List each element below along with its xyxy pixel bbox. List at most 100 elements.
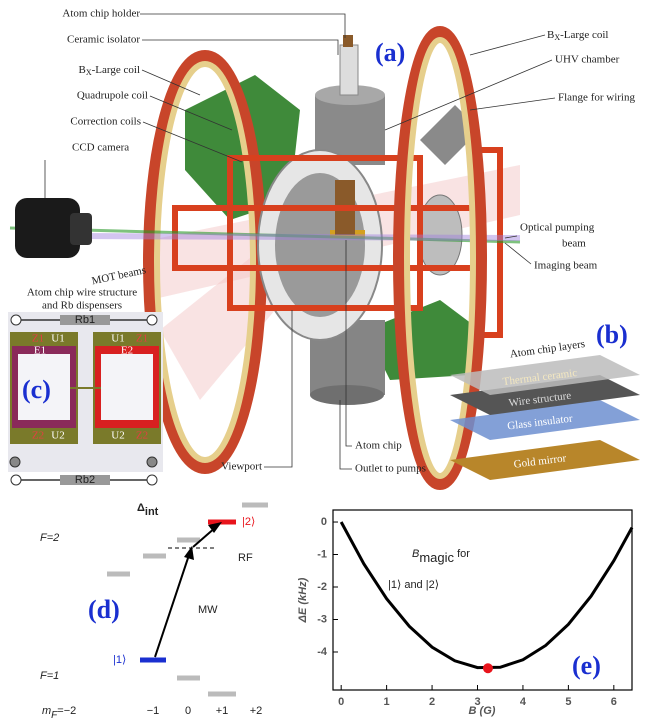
label-part: for bbox=[454, 548, 470, 560]
panel-tag: (b) bbox=[596, 320, 628, 349]
panel-title: Atom chip layers bbox=[509, 338, 586, 360]
dispenser-label: Rb1 bbox=[75, 314, 95, 326]
state-label: |1⟩ bbox=[113, 654, 126, 666]
holder-tip bbox=[343, 35, 353, 47]
chart: Bmagic for |1⟩ and |2⟩ B (G) ΔE (kHz) (e… bbox=[297, 510, 632, 717]
mf-label: mF=−2 bbox=[42, 705, 76, 721]
panel-tag: (d) bbox=[88, 595, 120, 624]
leader bbox=[142, 40, 338, 55]
label: Viewport bbox=[221, 461, 262, 473]
label: beam bbox=[562, 238, 586, 250]
x-tick-label: 5 bbox=[565, 696, 571, 708]
label: Ceramic isolator bbox=[67, 34, 140, 46]
label-part: m bbox=[42, 705, 51, 717]
y-tick-label: 0 bbox=[321, 516, 327, 528]
label-part: B bbox=[547, 29, 554, 41]
x-tick-label: 4 bbox=[520, 696, 527, 708]
mf-label: 0 bbox=[185, 705, 191, 717]
wire-label: E1 bbox=[34, 345, 46, 357]
mf-label: +1 bbox=[216, 705, 229, 717]
y-tick-label: -2 bbox=[317, 581, 327, 593]
pad-hole bbox=[101, 354, 153, 420]
chart-subtitle: |1⟩ and |2⟩ bbox=[388, 579, 439, 591]
wire-label: Z2 bbox=[136, 430, 148, 442]
dispenser-label: Rb2 bbox=[75, 474, 95, 486]
wire-label: U2 bbox=[111, 430, 124, 442]
y-tick-label: -4 bbox=[317, 646, 328, 658]
label: Atom chip bbox=[355, 440, 402, 452]
x-axis-label: B (G) bbox=[469, 705, 496, 717]
y-axis-label: ΔE (kHz) bbox=[297, 577, 309, 623]
terminal bbox=[147, 457, 157, 467]
label-part: Δ bbox=[137, 502, 145, 514]
label: Outlet to pumps bbox=[355, 463, 426, 475]
wire-label: U2 bbox=[51, 430, 64, 442]
chart-title: Bmagic for bbox=[412, 548, 470, 566]
label-part: -Large coil bbox=[92, 64, 140, 76]
panel-tag: (a) bbox=[375, 38, 405, 67]
label-part: -Large coil bbox=[560, 29, 608, 41]
label-part: B bbox=[79, 64, 86, 76]
transition-label: MW bbox=[198, 604, 218, 616]
mf-label: −1 bbox=[147, 705, 160, 717]
panel-title: and Rb dispensers bbox=[42, 300, 122, 312]
wire-label: Z2 bbox=[32, 430, 44, 442]
pumping-beam bbox=[80, 236, 520, 238]
label: BX-Large coil bbox=[547, 29, 608, 42]
mf-label: +2 bbox=[250, 705, 263, 717]
label: Quadrupole coil bbox=[77, 90, 148, 102]
label-part: =−2 bbox=[57, 705, 76, 717]
detuning-label: Δint bbox=[137, 502, 159, 518]
label-part: B bbox=[412, 548, 419, 560]
label: Flange for wiring bbox=[558, 92, 635, 104]
terminal bbox=[11, 315, 21, 325]
holder bbox=[340, 45, 358, 95]
level-diagram bbox=[107, 505, 268, 694]
leader bbox=[470, 35, 545, 55]
label: UHV chamber bbox=[555, 54, 620, 66]
y-tick-label: -3 bbox=[317, 613, 327, 625]
x-tick-label: 0 bbox=[338, 696, 344, 708]
label: Optical pumping bbox=[520, 222, 595, 234]
magic-point bbox=[483, 663, 493, 673]
panel-tag: (e) bbox=[572, 651, 601, 680]
level-label: F=2 bbox=[40, 532, 59, 544]
ccd-lens bbox=[70, 213, 92, 245]
transition-label: RF bbox=[238, 552, 253, 564]
leader bbox=[140, 14, 345, 38]
label: CCD camera bbox=[72, 142, 129, 154]
x-tick-label: 2 bbox=[429, 696, 435, 708]
terminal bbox=[147, 475, 157, 485]
x-tick-label: 1 bbox=[384, 696, 390, 708]
x-tick-label: 6 bbox=[611, 696, 617, 708]
label: Imaging beam bbox=[534, 260, 598, 272]
label-part: int bbox=[145, 506, 159, 518]
leader bbox=[470, 98, 555, 110]
label: BX-Large coil bbox=[79, 64, 140, 77]
wire-label: U1 bbox=[51, 333, 64, 345]
curve bbox=[341, 522, 632, 668]
terminal bbox=[10, 457, 20, 467]
wire-label: E2 bbox=[121, 345, 133, 357]
y-tick-label: -1 bbox=[317, 548, 327, 560]
terminal bbox=[11, 475, 21, 485]
mw-arrow bbox=[155, 552, 190, 657]
label: Correction coils bbox=[70, 116, 141, 128]
terminal bbox=[147, 315, 157, 325]
label: Atom chip holder bbox=[62, 8, 140, 20]
x-tick-label: 3 bbox=[474, 696, 480, 708]
panel-tag: (c) bbox=[22, 375, 51, 404]
shape: F=2 F=1 Δint RF MW |1⟩ |2⟩ mF=−2 −1 0 +1… bbox=[40, 502, 262, 721]
figure: Atom chip holder Ceramic isolator BX-Lar… bbox=[0, 0, 647, 721]
label: MOT beams bbox=[91, 264, 147, 287]
leader bbox=[505, 243, 531, 264]
label-part: magic bbox=[419, 550, 454, 565]
level-label: F=1 bbox=[40, 670, 59, 682]
state-label: |2⟩ bbox=[242, 516, 255, 528]
panel-title: Atom chip wire structure bbox=[27, 287, 137, 299]
leader bbox=[264, 310, 292, 467]
wire-label: Z1 bbox=[32, 333, 44, 345]
chamber-bottom-cap bbox=[310, 385, 384, 405]
wire-label: Z1 bbox=[136, 333, 148, 345]
wire-label: U1 bbox=[111, 333, 124, 345]
